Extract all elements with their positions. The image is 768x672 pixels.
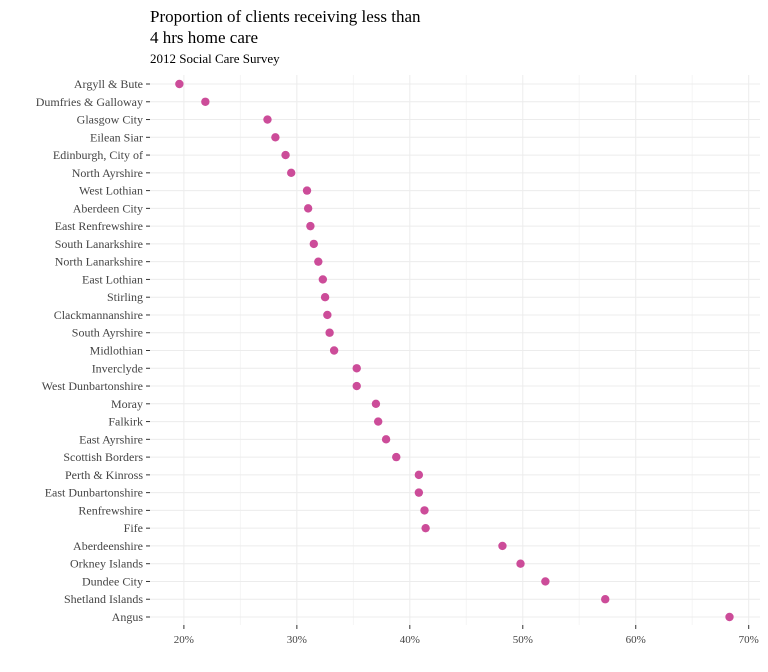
y-tick-label: Glasgow City: [77, 113, 143, 127]
y-tick-label: North Ayrshire: [72, 166, 143, 180]
data-point: [414, 470, 424, 480]
y-tick-label: Dundee City: [82, 574, 143, 588]
chart-title-line-1: Proportion of clients receiving less tha…: [150, 7, 421, 26]
data-point: [420, 506, 429, 515]
x-tick-label: 50%: [513, 634, 533, 646]
y-tick-label: Aberdeenshire: [73, 539, 143, 553]
y-tick-label: Scottish Borders: [63, 450, 143, 464]
y-tick-label: Aberdeen City: [73, 201, 143, 215]
y-tick-label: West Lothian: [79, 184, 143, 198]
data-point: [381, 435, 391, 444]
data-point: [318, 275, 328, 284]
y-tick-label: South Ayrshire: [72, 326, 143, 340]
data-points: [175, 79, 734, 622]
y-tick-label: East Lothian: [82, 272, 143, 286]
x-tick-label: 20%: [174, 634, 194, 646]
data-point: [421, 523, 430, 533]
y-tick-label: East Renfrewshire: [55, 219, 143, 233]
y-tick-label: Shetland Islands: [64, 592, 143, 606]
grid: [150, 75, 760, 625]
data-point: [601, 595, 610, 604]
data-point: [302, 186, 312, 195]
data-point: [725, 612, 734, 622]
data-point: [309, 239, 318, 249]
y-tick-label: Clackmannanshire: [54, 308, 143, 322]
y-tick-label: South Lanarkshire: [55, 237, 143, 251]
data-point: [329, 346, 339, 355]
data-point: [287, 168, 296, 178]
data-point: [371, 399, 381, 408]
chart-title-line-2: 4 hrs home care: [150, 28, 258, 47]
data-point: [263, 115, 272, 124]
data-point: [414, 488, 424, 497]
data-point: [516, 559, 525, 568]
y-tick-label: East Dunbartonshire: [45, 486, 143, 500]
data-point: [271, 133, 280, 142]
data-point: [201, 97, 210, 106]
data-point: [175, 79, 184, 89]
y-tick-label: Moray: [111, 397, 143, 411]
data-point: [352, 364, 361, 373]
data-point: [303, 204, 313, 213]
y-tick-label: Dumfries & Galloway: [36, 95, 143, 109]
data-point: [314, 257, 323, 266]
y-tick-label: Renfrewshire: [78, 503, 143, 517]
y-tick-label: Eilean Siar: [90, 130, 143, 144]
x-tick-label: 70%: [739, 634, 759, 646]
y-tick-label: Falkirk: [108, 415, 143, 429]
y-tick-label: Angus: [112, 610, 144, 624]
data-point: [498, 541, 507, 551]
x-tick-label: 40%: [400, 634, 420, 646]
data-point: [373, 417, 383, 426]
y-tick-label: Perth & Kinross: [65, 468, 143, 482]
x-tick-label: 60%: [626, 634, 646, 646]
y-tick-label: West Dunbartonshire: [42, 379, 143, 393]
data-point: [392, 452, 401, 462]
y-tick-label: Fife: [124, 521, 143, 535]
data-point: [323, 310, 332, 320]
y-tick-label: North Lanarkshire: [55, 255, 143, 269]
data-point: [306, 221, 315, 231]
y-axis: Argyll & Bute Dumfries & Galloway Glasgow …: [36, 77, 150, 624]
data-point: [325, 328, 334, 337]
data-point: [541, 577, 550, 586]
data-point: [320, 293, 330, 302]
y-tick-label: Midlothian: [90, 344, 143, 358]
x-tick-label: 30%: [287, 634, 307, 646]
y-tick-label: Inverclyde: [92, 361, 143, 375]
chart-subtitle: 2012 Social Care Survey: [150, 51, 280, 66]
x-axis: 20% 30% 40% 50% 60% 70%: [174, 625, 759, 646]
data-point: [281, 150, 290, 160]
y-tick-label: Argyll & Bute: [74, 77, 143, 91]
y-tick-label: Edinburgh, City of: [53, 148, 143, 162]
y-tick-label: Orkney Islands: [70, 557, 143, 571]
y-tick-label: East Ayrshire: [79, 432, 143, 446]
data-point: [352, 381, 361, 391]
y-tick-label: Stirling: [107, 290, 143, 304]
